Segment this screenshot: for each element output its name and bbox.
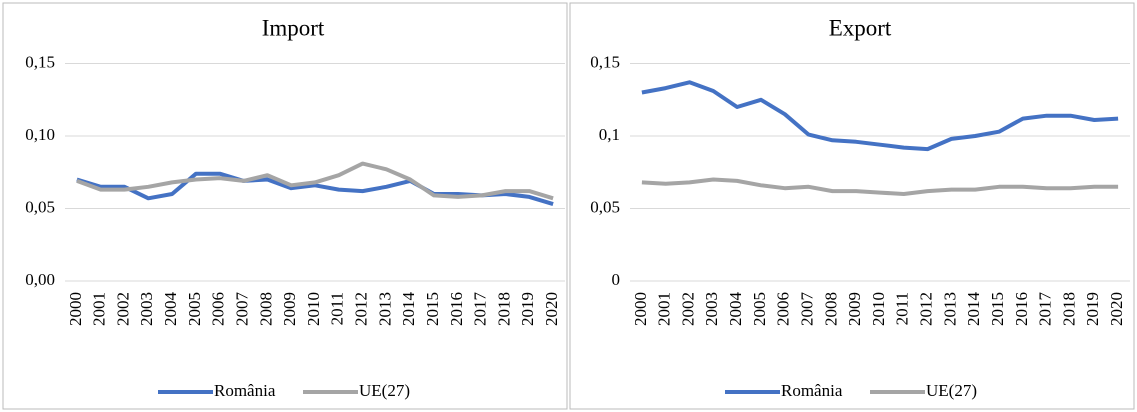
- y-tick-label: 0,15: [25, 52, 55, 71]
- x-tick-label: 2009: [280, 292, 299, 326]
- x-tick-label: 2013: [940, 292, 959, 326]
- x-tick-label: 2018: [1059, 292, 1078, 326]
- x-tick-label: 2015: [988, 292, 1007, 326]
- panel-border: [2, 2, 568, 410]
- line-series: [641, 80, 1119, 152]
- x-tick-label: 2008: [821, 292, 840, 326]
- x-tick-label: 2010: [304, 292, 323, 326]
- x-tick-label: 2004: [161, 292, 180, 327]
- x-tick-label: 2001: [655, 292, 674, 326]
- x-tick-label: 2016: [447, 292, 466, 326]
- x-tick-label: 2002: [113, 292, 132, 326]
- x-tick-label: 2008: [256, 292, 275, 326]
- x-tick-label: 2006: [774, 292, 793, 326]
- x-tick-label: 2000: [631, 292, 650, 326]
- legend-label: România: [214, 381, 276, 400]
- x-tick-label: 2013: [375, 292, 394, 326]
- x-tick-label: 2017: [1036, 292, 1055, 327]
- x-tick-label: 2018: [494, 292, 513, 326]
- legend-label: UE(27): [359, 381, 410, 400]
- x-tick-label: 2005: [750, 292, 769, 326]
- y-tick-label: 0,00: [25, 270, 55, 289]
- x-tick-label: 2007: [232, 292, 251, 327]
- x-tick-label: 2012: [917, 292, 936, 326]
- x-tick-label: 2020: [542, 292, 561, 326]
- x-tick-label: 2016: [1012, 292, 1031, 326]
- y-tick-label: 0,05: [590, 197, 620, 216]
- x-tick-label: 2014: [964, 292, 983, 327]
- legend-label: România: [781, 381, 843, 400]
- x-tick-label: 2001: [90, 292, 109, 326]
- line-series: [76, 161, 554, 201]
- y-tick-label: 0,10: [25, 125, 55, 144]
- legend-label: UE(27): [926, 381, 977, 400]
- chart-title: Import: [262, 15, 325, 40]
- line-series: [76, 171, 554, 207]
- x-tick-label: 2009: [845, 292, 864, 326]
- x-tick-label: 2007: [797, 292, 816, 327]
- x-tick-label: 2006: [209, 292, 228, 326]
- x-tick-label: 2012: [352, 292, 371, 326]
- y-tick-label: 0,1: [599, 125, 620, 144]
- x-tick-label: 2000: [66, 292, 85, 326]
- x-tick-label: 2020: [1107, 292, 1126, 326]
- x-tick-label: 2019: [1083, 292, 1102, 326]
- chart-title: Export: [829, 15, 892, 40]
- x-tick-label: 2010: [869, 292, 888, 326]
- x-tick-label: 2003: [137, 292, 156, 326]
- x-tick-label: 2011: [328, 292, 347, 325]
- panel-border: [569, 2, 1135, 410]
- y-tick-label: 0,15: [590, 52, 620, 71]
- x-tick-label: 2011: [893, 292, 912, 325]
- x-tick-label: 2017: [471, 291, 490, 326]
- x-tick-label: 2015: [423, 292, 442, 326]
- x-tick-label: 2004: [726, 292, 745, 327]
- line-series: [641, 177, 1119, 196]
- y-tick-label: 0,05: [25, 197, 55, 216]
- x-tick-label: 2019: [518, 292, 537, 326]
- x-tick-label: 2014: [399, 292, 418, 327]
- y-tick-label: 0: [612, 270, 621, 289]
- x-tick-label: 2002: [678, 292, 697, 326]
- x-tick-label: 2003: [702, 292, 721, 326]
- x-tick-label: 2005: [185, 292, 204, 326]
